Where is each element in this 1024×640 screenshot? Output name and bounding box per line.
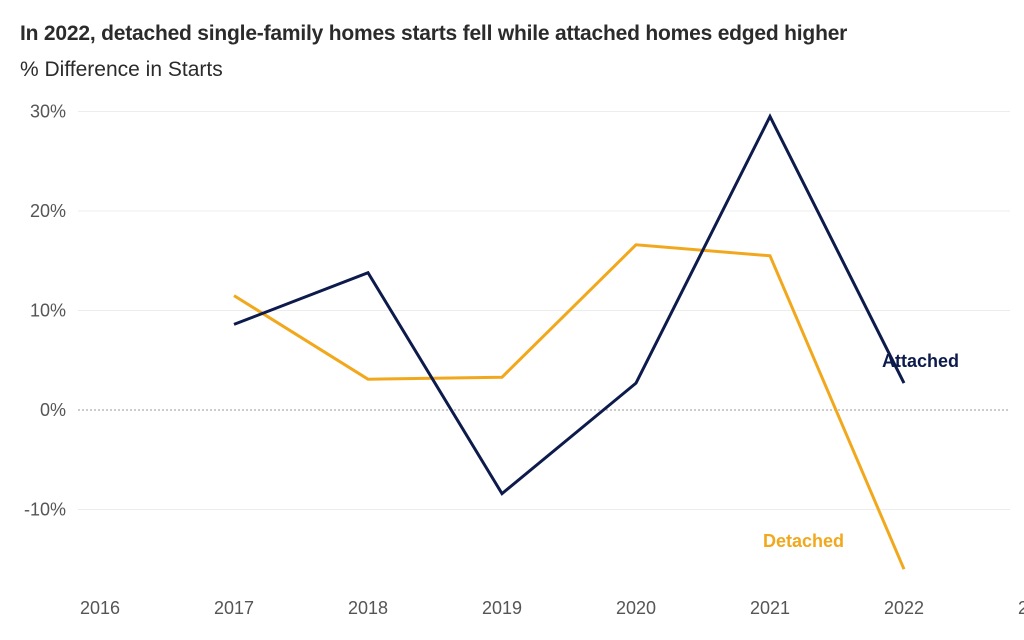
x-tick-label: 2021	[750, 598, 790, 618]
x-tick-label: 2016	[80, 598, 120, 618]
x-tick-label: 2019	[482, 598, 522, 618]
series-labels: Attached Detached	[763, 351, 959, 551]
gridlines	[78, 111, 1010, 510]
x-tick-label: 2020	[616, 598, 656, 618]
y-tick-label: -10%	[24, 500, 66, 520]
series-line-attached	[233, 113, 906, 496]
x-tick-label: 2017	[214, 598, 254, 618]
series-line-detached	[233, 243, 906, 570]
y-tick-label: 20%	[30, 201, 66, 221]
y-axis-ticks: 30% 20% 10% 0% -10%	[24, 102, 66, 520]
series-lines	[233, 113, 906, 570]
x-axis-ticks: 2016 2017 2018 2019 2020 2021 2022 2023	[80, 598, 1024, 618]
y-tick-label: 30%	[30, 102, 66, 122]
chart-subtitle: % Difference in Starts	[20, 58, 223, 81]
series-label-detached: Detached	[763, 531, 844, 551]
series-label-attached: Attached	[882, 351, 959, 371]
y-tick-label: 0%	[40, 400, 66, 420]
y-tick-label: 10%	[30, 301, 66, 321]
x-tick-label: 2022	[884, 598, 924, 618]
x-tick-label: 2018	[348, 598, 388, 618]
x-tick-label: 2023	[1018, 598, 1024, 618]
chart-title: In 2022, detached single-family homes st…	[20, 22, 848, 45]
